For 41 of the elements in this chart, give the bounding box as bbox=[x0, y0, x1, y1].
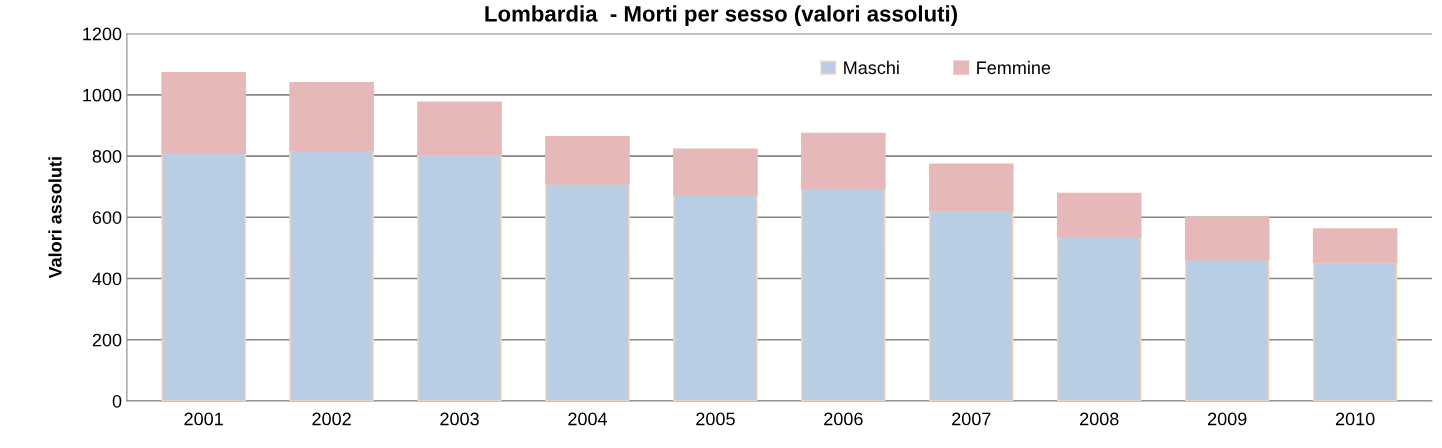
x-tick-label: 2009 bbox=[1208, 412, 1247, 426]
legend-label: Maschi bbox=[844, 60, 899, 75]
y-tick-label: 800 bbox=[92, 149, 122, 163]
bar bbox=[929, 210, 1014, 401]
x-tick-label: 2005 bbox=[696, 412, 735, 426]
bar bbox=[545, 183, 630, 401]
bar bbox=[161, 72, 246, 154]
bar bbox=[289, 81, 374, 151]
chart-title: Lombardia - Morti per sesso (valori assoluti) bbox=[485, 5, 957, 27]
x-tick-label: 2001 bbox=[184, 412, 223, 426]
bar bbox=[673, 148, 758, 196]
bar bbox=[1312, 261, 1398, 401]
bar bbox=[161, 152, 246, 401]
bar bbox=[1056, 236, 1142, 401]
bar bbox=[417, 154, 502, 401]
bar bbox=[801, 187, 886, 401]
y-tick-label: 200 bbox=[92, 333, 122, 347]
bar bbox=[1184, 258, 1270, 401]
bar bbox=[1184, 216, 1270, 261]
y-axis-title: Valori assoluti bbox=[48, 157, 62, 279]
x-tick-label: 2002 bbox=[312, 412, 351, 426]
y-tick-label: 400 bbox=[92, 272, 122, 286]
bar bbox=[1056, 192, 1142, 238]
x-tick-label: 2006 bbox=[824, 412, 863, 426]
legend-label: Femmine bbox=[977, 60, 1051, 75]
x-tick-label: 2007 bbox=[952, 412, 991, 426]
bar bbox=[1312, 228, 1398, 263]
bar bbox=[929, 163, 1014, 212]
bar bbox=[673, 194, 758, 401]
bar bbox=[801, 132, 886, 190]
y-tick-label: 0 bbox=[112, 394, 122, 408]
bar bbox=[545, 136, 630, 185]
y-tick-label: 1200 bbox=[83, 27, 122, 41]
y-tick-label: 600 bbox=[92, 211, 122, 224]
bar bbox=[289, 149, 374, 401]
x-tick-label: 2008 bbox=[1080, 412, 1119, 426]
x-tick-label: 2004 bbox=[568, 412, 608, 426]
x-tick-label: 2010 bbox=[1335, 412, 1375, 426]
y-tick-label: 1000 bbox=[83, 88, 122, 102]
bar bbox=[417, 101, 502, 156]
x-tick-label: 2003 bbox=[440, 412, 479, 426]
